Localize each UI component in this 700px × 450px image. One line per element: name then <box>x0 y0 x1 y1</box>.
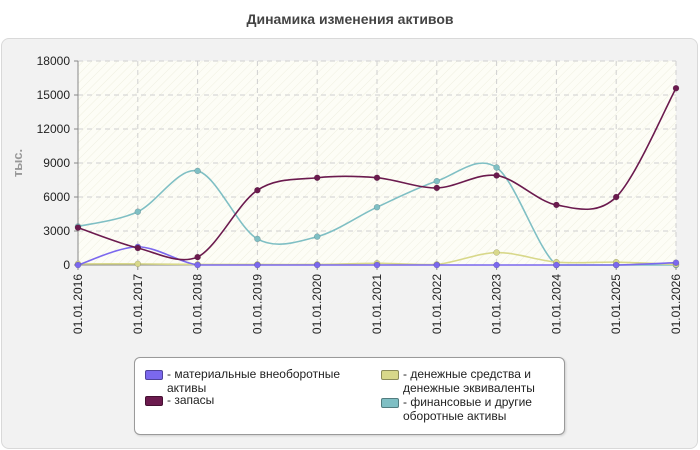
data-point <box>134 260 142 268</box>
data-point <box>134 244 142 252</box>
legend-swatch <box>145 396 163 406</box>
y-axis-label: тыс. <box>10 149 25 177</box>
x-tick-label: 01.01.2024 <box>549 274 563 334</box>
y-tick-label: 3000 <box>43 224 70 238</box>
legend-item-cash: - денежные средства и денежные эквивален… <box>381 367 561 395</box>
data-point <box>254 235 261 243</box>
data-point <box>612 261 620 269</box>
data-point <box>74 261 82 269</box>
y-tick-label: 6000 <box>43 190 70 204</box>
data-point <box>254 261 261 269</box>
x-tick-label: 01.01.2025 <box>609 274 623 334</box>
x-tick-label: 01.01.2019 <box>250 274 264 334</box>
x-tick-label: 01.01.2016 <box>71 274 85 334</box>
series-layer <box>74 84 680 269</box>
data-point <box>373 203 381 211</box>
data-point <box>553 201 560 209</box>
y-tick-label: 9000 <box>43 156 70 170</box>
data-point <box>672 259 680 266</box>
data-point <box>194 253 201 261</box>
series-line <box>77 87 677 261</box>
data-point <box>553 261 560 269</box>
x-tick-label: 01.01.2020 <box>310 274 324 334</box>
y-tick-label: 12000 <box>37 122 71 136</box>
legend-item-fixed-assets: - материальные внеоборотные активы <box>145 367 360 395</box>
data-point <box>493 164 500 171</box>
data-point <box>433 184 441 192</box>
data-point <box>433 261 441 269</box>
data-point <box>373 261 381 269</box>
data-point <box>493 172 500 179</box>
x-tick-label: 01.01.2021 <box>370 274 384 334</box>
x-tick-label: 01.01.2018 <box>191 274 205 334</box>
legend-label: - материальные внеоборотные активы <box>167 367 340 395</box>
data-point <box>313 233 321 240</box>
data-point <box>313 261 321 269</box>
y-tick-label: 18000 <box>37 54 71 68</box>
data-point <box>134 208 142 215</box>
y-tick-label: 15000 <box>37 88 71 102</box>
y-tick-label: 0 <box>63 258 70 272</box>
data-point <box>313 174 321 181</box>
data-point <box>194 167 201 175</box>
data-point <box>493 249 500 256</box>
data-point <box>373 174 381 181</box>
data-point <box>612 193 620 201</box>
legend-item-inventory: - запасы <box>145 393 360 407</box>
x-ticks: 01.01.2016 01.01.2017 01.01.2018 01.01.2019… <box>71 265 683 334</box>
x-tick-label: 01.01.2017 <box>131 274 145 334</box>
x-tick-label: 01.01.2023 <box>490 274 504 334</box>
x-tick-label: 01.01.2022 <box>430 274 444 334</box>
legend-swatch <box>381 370 399 380</box>
data-point <box>672 84 680 92</box>
legend-item-financial-assets: - финансовые и другие оборотные активы <box>381 395 561 423</box>
chart-title: Динамика изменения активов <box>246 11 454 27</box>
legend-swatch <box>145 370 163 380</box>
legend-swatch <box>381 398 399 408</box>
data-point <box>433 177 441 185</box>
legend-label: - денежные средства и денежные эквивален… <box>403 367 535 395</box>
legend: - материальные внеоборотные активы - зап… <box>134 357 565 435</box>
legend-label: - финансовые и другие оборотные активы <box>403 395 532 423</box>
y-ticks: 0 3000 6000 9000 12000 15000 18000 <box>37 54 78 272</box>
data-point <box>74 224 82 231</box>
data-point <box>194 261 201 269</box>
legend-label: - запасы <box>167 393 215 407</box>
data-point <box>493 261 500 269</box>
data-point <box>254 186 261 194</box>
grid <box>78 60 677 265</box>
x-tick-label: 01.01.2026 <box>669 274 683 334</box>
